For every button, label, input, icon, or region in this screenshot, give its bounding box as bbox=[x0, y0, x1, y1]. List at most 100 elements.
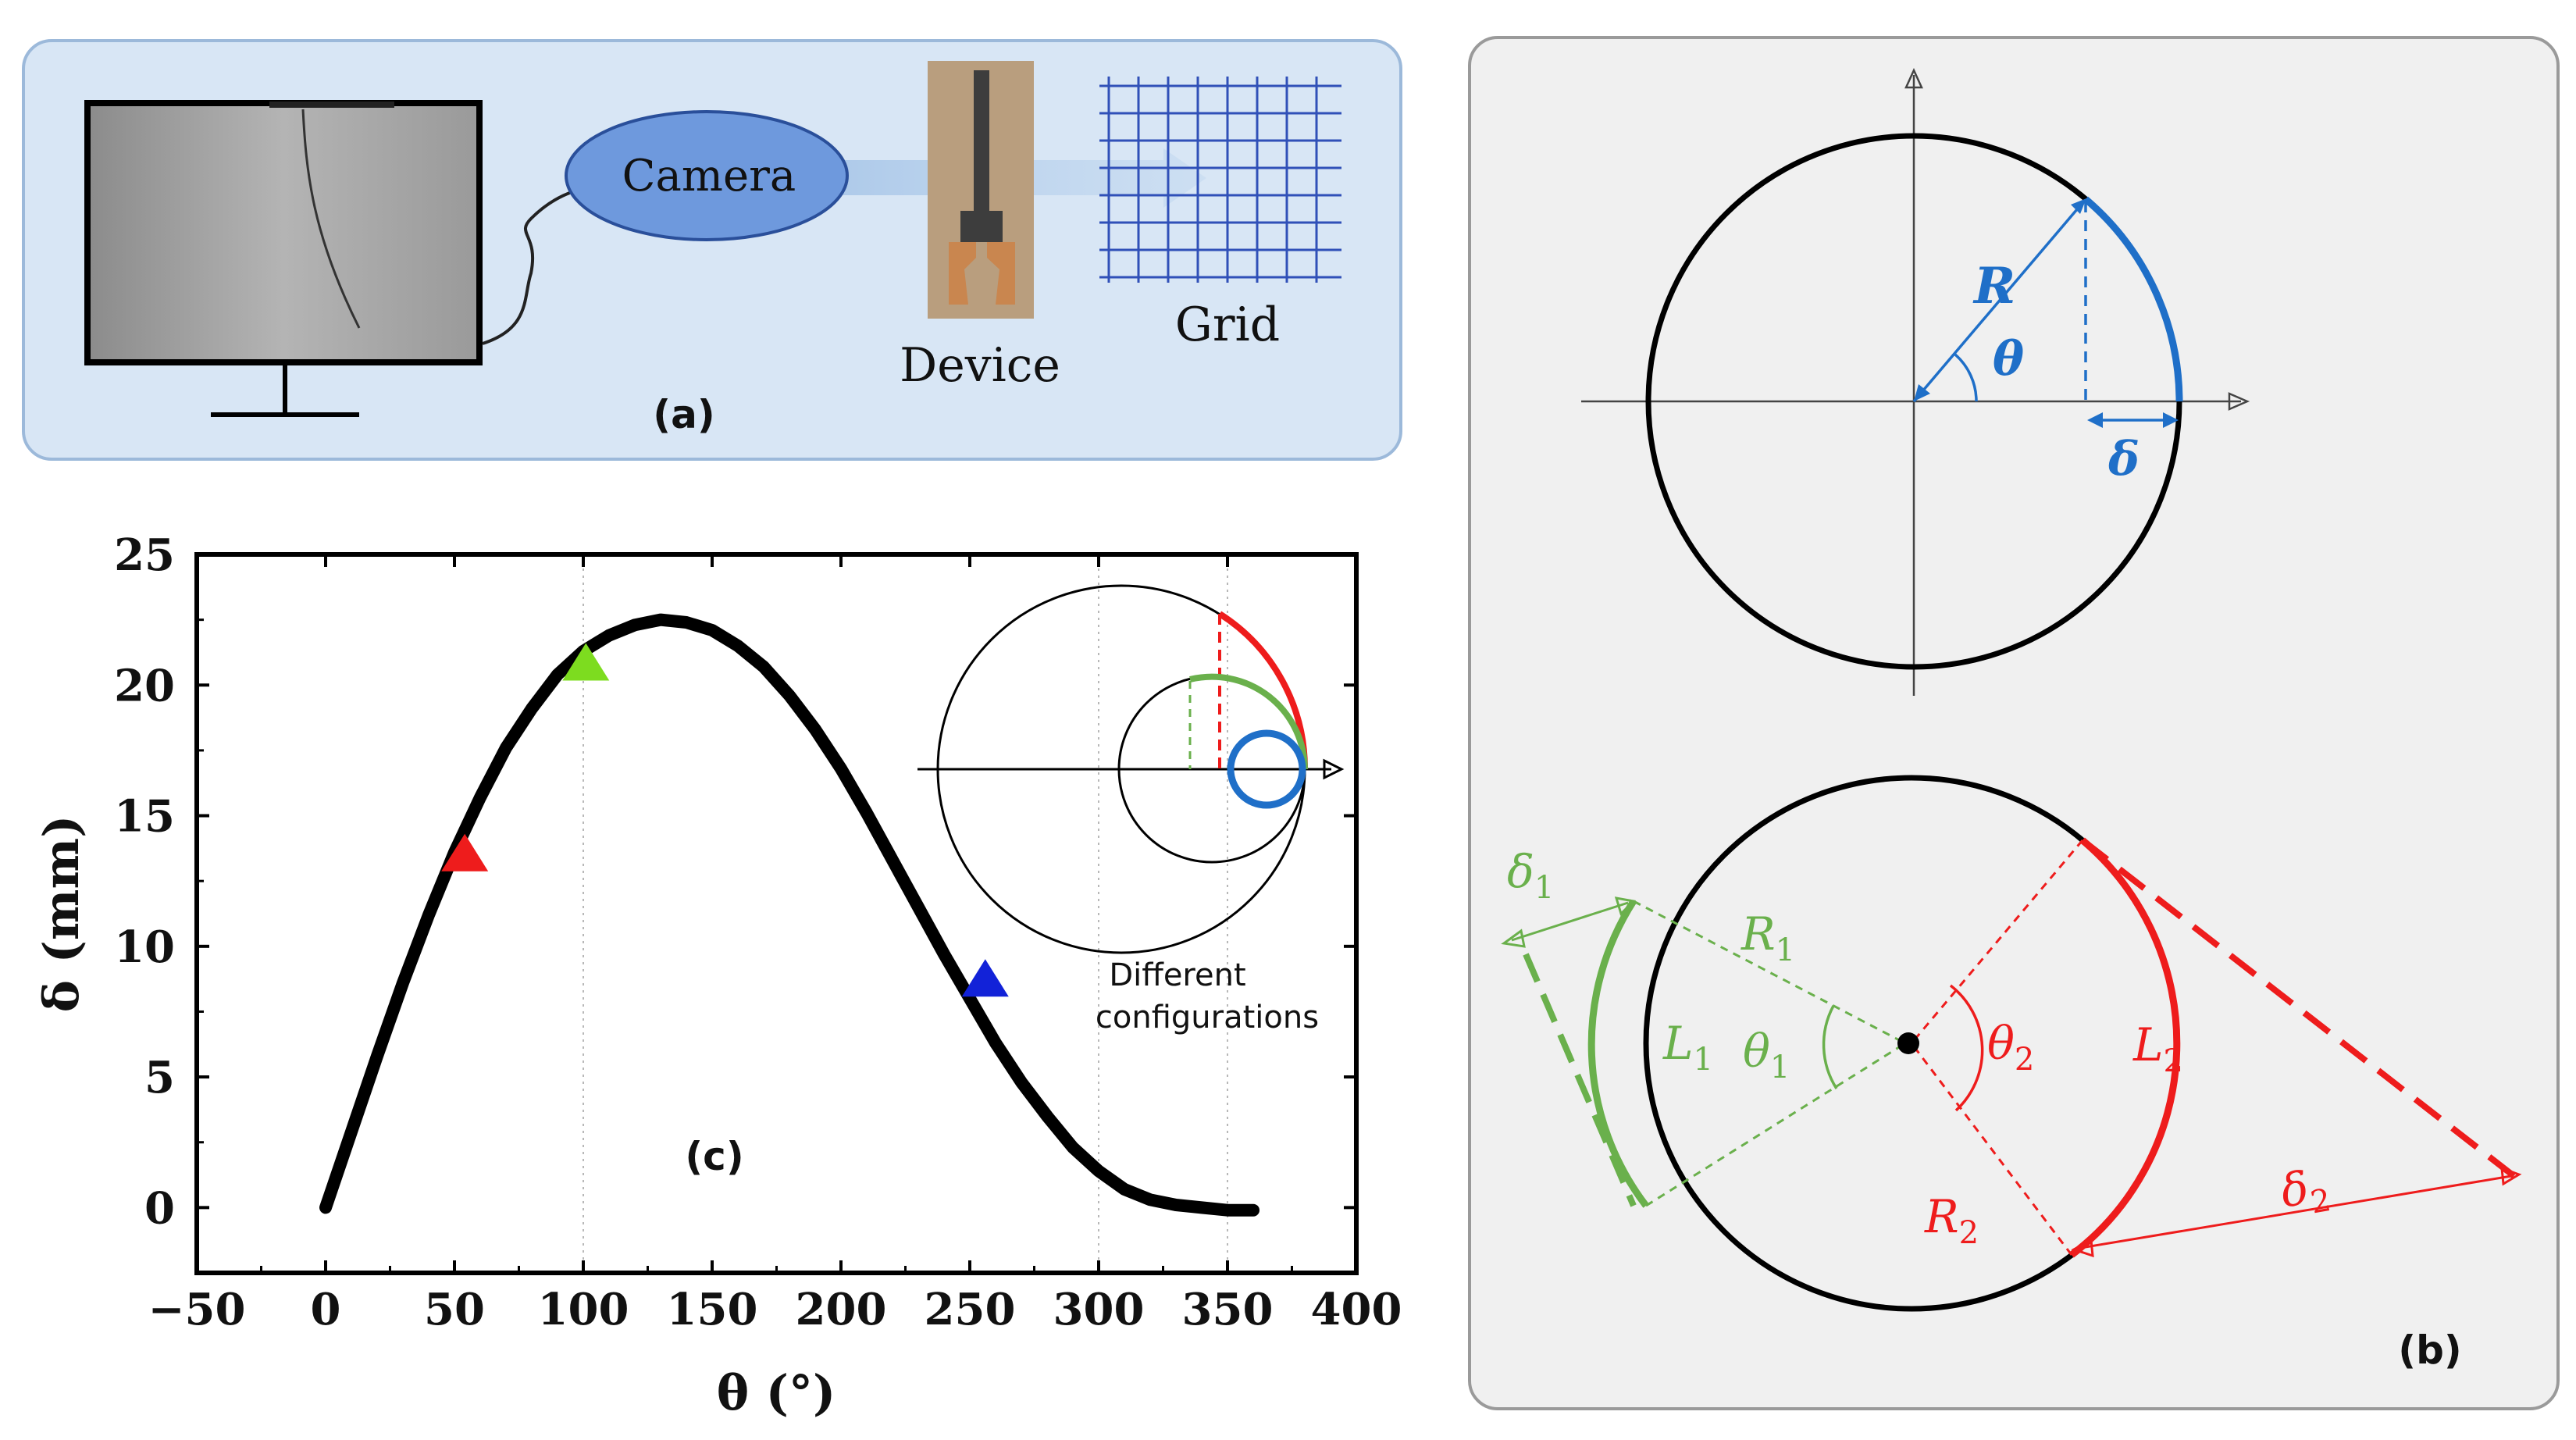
data-point bbox=[321, 1203, 330, 1213]
delta2-arrow-left-icon bbox=[2071, 1238, 2094, 1258]
x-ticks: −50 0 50 100 150 200 250 300 350 400 bbox=[148, 554, 1402, 1335]
data-point bbox=[759, 661, 768, 672]
data-point bbox=[630, 620, 640, 630]
x-tick-label: 400 bbox=[1311, 1284, 1402, 1335]
y-tick-label: 10 bbox=[114, 921, 175, 973]
data-series bbox=[319, 613, 1259, 1217]
data-point bbox=[501, 743, 511, 753]
data-point bbox=[1042, 1111, 1052, 1121]
L1-label: L1 bbox=[1662, 1017, 1713, 1078]
x-tick-label: 50 bbox=[424, 1284, 485, 1335]
data-point bbox=[1249, 1205, 1258, 1215]
green-chord-dashed bbox=[1523, 953, 1637, 1207]
x-tick-label: −50 bbox=[148, 1284, 246, 1335]
R-label: R bbox=[1972, 257, 2015, 315]
x-tick-label: 100 bbox=[538, 1284, 629, 1335]
red-arc-L2 bbox=[2069, 837, 2181, 1258]
x-axis-label: θ (°) bbox=[717, 1364, 836, 1421]
data-point bbox=[914, 902, 923, 912]
delta-arrow-left-icon bbox=[2087, 412, 2103, 428]
markers bbox=[441, 643, 1009, 997]
panel-b-drawing: R θ δ bbox=[1501, 67, 2528, 1373]
delta1-arrow-left-icon bbox=[1501, 929, 1526, 948]
radius-arrow-end-icon bbox=[2071, 198, 2086, 214]
y-axis-arrow-icon bbox=[1904, 67, 1923, 89]
data-point bbox=[347, 1127, 356, 1137]
inset-caption-line1: Different bbox=[1109, 957, 1245, 993]
R1-label: R1 bbox=[1740, 907, 1795, 968]
R2-label: R2 bbox=[1924, 1190, 1979, 1251]
x-tick-label: 250 bbox=[925, 1284, 1016, 1335]
delta2-arrow-line bbox=[2080, 1174, 2512, 1249]
green-radius-top bbox=[1633, 900, 1906, 1045]
delta1-arrow-line bbox=[1511, 901, 1629, 942]
device-icon bbox=[928, 61, 1034, 319]
data-point bbox=[1145, 1195, 1155, 1205]
data-point bbox=[1197, 1203, 1206, 1213]
data-point bbox=[939, 949, 949, 959]
inset-blue-circle bbox=[1227, 729, 1306, 809]
y-tick-label: 15 bbox=[114, 791, 175, 843]
radius-arrow-start-icon bbox=[1914, 384, 1930, 401]
inset-green-arc bbox=[1189, 673, 1308, 770]
panel-a-drawing: Camera Device Grid (a) bbox=[84, 61, 1341, 437]
panel-b-label: (b) bbox=[2398, 1328, 2462, 1373]
data-point bbox=[372, 1051, 382, 1061]
inset-caption-line2: configurations bbox=[1096, 1000, 1319, 1035]
panel-a-label: (a) bbox=[653, 392, 714, 437]
series-line bbox=[319, 613, 1259, 1217]
data-point bbox=[733, 641, 743, 651]
marker-triangle-2 bbox=[961, 959, 1009, 997]
theta-label: θ bbox=[1993, 332, 2024, 387]
data-point bbox=[862, 808, 871, 818]
theta1-angle-arc bbox=[1822, 1005, 1838, 1089]
camera-icon bbox=[565, 110, 849, 241]
green-arc-L1 bbox=[1587, 899, 1649, 1208]
red-chord-dashed bbox=[2080, 837, 2528, 1189]
theta2-label: θ2 bbox=[1987, 1017, 2034, 1078]
data-point bbox=[888, 855, 897, 865]
panel-c-chart: −50 0 50 100 150 200 250 300 350 400 0 5 10 15 20 25 D… bbox=[33, 529, 1402, 1421]
y-tick-label: 0 bbox=[144, 1182, 175, 1234]
data-point bbox=[398, 978, 408, 988]
green-radius-bottom bbox=[1645, 1042, 1906, 1207]
data-point bbox=[991, 1038, 1000, 1048]
grid-icon bbox=[1099, 77, 1341, 283]
x-tick-label: 150 bbox=[667, 1284, 758, 1335]
data-point bbox=[604, 630, 614, 640]
L2-label: L2 bbox=[2132, 1018, 2183, 1079]
center-dot bbox=[1897, 1032, 1919, 1054]
delta1-arrow-right-icon bbox=[1614, 896, 1637, 916]
x-tick-label: 350 bbox=[1182, 1284, 1274, 1335]
inset-diagram: Different configurations bbox=[917, 584, 1345, 1035]
delta-arrow-right-icon bbox=[2163, 412, 2179, 428]
red-radius-top bbox=[1910, 839, 2084, 1044]
theta-angle-arc bbox=[1954, 353, 1978, 402]
theta1-label: θ1 bbox=[1743, 1025, 1790, 1085]
data-point bbox=[785, 690, 794, 700]
plot-frame bbox=[194, 552, 1359, 1275]
x-axis-arrow-icon bbox=[2228, 392, 2250, 411]
device-label: Device bbox=[900, 338, 1060, 393]
data-point bbox=[707, 626, 717, 636]
data-point bbox=[1120, 1184, 1129, 1194]
inset-axis-arrow-icon bbox=[1323, 758, 1345, 780]
panel-b bbox=[1468, 36, 2560, 1410]
x-tick-label: 300 bbox=[1053, 1284, 1145, 1335]
delta1-label: δ1 bbox=[1507, 845, 1554, 906]
bottom-circle-diagram: δ1 R1 L1 θ1 θ2 L2 R2 δ2 bbox=[1501, 775, 2528, 1312]
grid-label: Grid bbox=[1175, 298, 1280, 352]
y-axis-label: δ (mm) bbox=[33, 815, 90, 1013]
monitor-icon bbox=[84, 100, 483, 417]
radius-line bbox=[1912, 202, 2083, 403]
y-tick-label: 20 bbox=[114, 660, 175, 711]
data-point bbox=[1094, 1166, 1103, 1176]
camera-cable bbox=[482, 190, 575, 345]
data-point bbox=[836, 764, 846, 774]
reference-lines bbox=[583, 554, 1228, 1273]
data-point bbox=[553, 669, 562, 679]
data-point bbox=[527, 704, 536, 714]
panel-c-label: (c) bbox=[685, 1134, 743, 1179]
x-tick-label: 200 bbox=[796, 1284, 887, 1335]
